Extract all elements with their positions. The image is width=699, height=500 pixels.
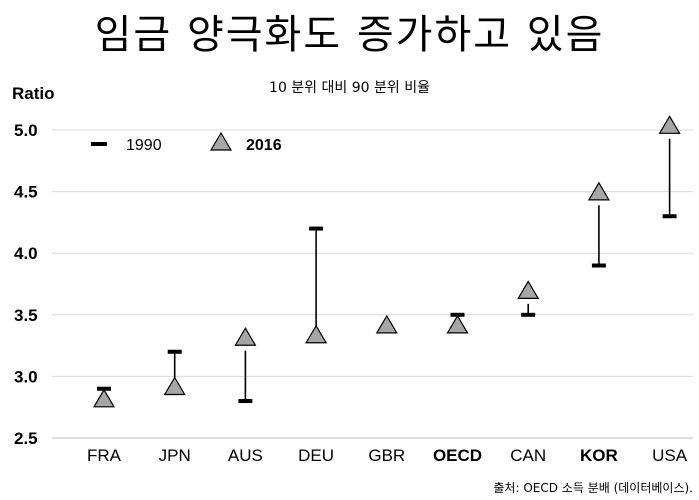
point-2016 — [517, 280, 540, 300]
chart-subtitle: 10 분위 대비 90 분위 비율 — [269, 80, 430, 96]
gridlines — [52, 129, 693, 439]
x-tick-label: GBR — [368, 446, 405, 465]
point-2016 — [587, 181, 610, 201]
x-tick-label: AUS — [228, 446, 263, 465]
y-axis-label: Ratio — [12, 84, 55, 103]
y-axis-ticks: 2.5 3.0 3.5 4.0 4.5 5.0 — [14, 121, 38, 448]
point-2016 — [234, 327, 257, 346]
y-tick-label: 4.5 — [14, 183, 38, 202]
y-tick-label: 3.0 — [14, 367, 38, 386]
point-2016 — [658, 115, 681, 134]
legend-2016-marker — [209, 131, 233, 151]
point-2016 — [375, 314, 398, 334]
point-2016 — [305, 324, 328, 344]
legend-1990-label: 1990 — [126, 137, 162, 154]
chart-title: 임금 양극화도 증가하고 있음 — [94, 12, 605, 58]
legend-2016-label: 2016 — [246, 137, 282, 154]
x-tick-label: USA — [652, 446, 688, 465]
x-axis-ticks: FRA JPN AUS DEU GBR OECD CAN KOR USA — [87, 446, 688, 465]
point-2016 — [92, 388, 116, 408]
source-note: 출처: OECD 소득 분배 (데이터베이스). — [493, 481, 693, 495]
x-tick-label: KOR — [580, 446, 618, 465]
x-tick-label: JPN — [159, 446, 191, 465]
y-tick-label: 5.0 — [14, 121, 38, 140]
x-tick-label: FRA — [87, 446, 122, 465]
y-tick-label: 3.5 — [14, 306, 38, 325]
x-tick-label: OECD — [433, 446, 482, 465]
legend: 1990 2016 — [91, 131, 282, 154]
point-2016 — [163, 376, 186, 396]
data-marks — [92, 115, 681, 408]
point-2016 — [446, 314, 469, 334]
x-tick-label: CAN — [510, 446, 546, 465]
x-tick-label: DEU — [298, 446, 334, 465]
y-tick-label: 4.0 — [14, 244, 38, 263]
y-tick-label: 2.5 — [14, 429, 38, 448]
